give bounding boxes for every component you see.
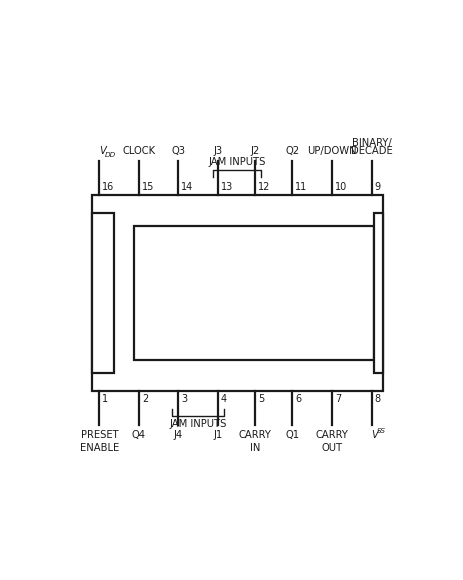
Text: 15: 15 <box>142 182 154 192</box>
Text: IN: IN <box>250 443 260 452</box>
Text: SS: SS <box>376 428 385 434</box>
Text: UP/DOWN: UP/DOWN <box>307 146 356 156</box>
Bar <box>374 212 382 374</box>
Text: J2: J2 <box>250 146 259 156</box>
Text: 2: 2 <box>142 394 148 404</box>
Text: 11: 11 <box>295 182 307 192</box>
Text: 3: 3 <box>181 394 187 404</box>
Text: CLOCK: CLOCK <box>122 146 155 156</box>
Text: CARRY: CARRY <box>315 430 348 440</box>
Text: CARRY: CARRY <box>238 430 271 440</box>
Text: 5: 5 <box>257 394 263 404</box>
Text: Q1: Q1 <box>285 430 299 440</box>
Text: 13: 13 <box>220 182 232 192</box>
Text: 16: 16 <box>102 182 114 192</box>
Text: V: V <box>99 146 106 156</box>
Text: 9: 9 <box>374 182 380 192</box>
Text: PRESET: PRESET <box>81 430 118 440</box>
Bar <box>92 212 113 374</box>
Bar <box>92 195 382 391</box>
Text: 7: 7 <box>334 394 340 404</box>
Text: OUT: OUT <box>321 443 342 452</box>
Text: BINARY/: BINARY/ <box>351 138 391 148</box>
Text: JAM INPUTS: JAM INPUTS <box>208 157 265 166</box>
Text: 6: 6 <box>295 394 301 404</box>
Text: Q2: Q2 <box>285 146 299 156</box>
Text: J1: J1 <box>213 430 222 440</box>
Text: 1: 1 <box>102 394 108 404</box>
Text: DD: DD <box>105 153 116 158</box>
Text: 14: 14 <box>181 182 193 192</box>
Text: DECADE: DECADE <box>350 146 392 156</box>
Text: 10: 10 <box>334 182 346 192</box>
Text: J3: J3 <box>213 146 222 156</box>
Text: 4: 4 <box>220 394 226 404</box>
Text: Q4: Q4 <box>131 430 145 440</box>
Text: Q3: Q3 <box>171 146 185 156</box>
Text: V: V <box>371 430 378 440</box>
Text: ENABLE: ENABLE <box>80 443 119 452</box>
Text: 8: 8 <box>374 394 380 404</box>
Text: JAM INPUTS: JAM INPUTS <box>169 419 226 429</box>
Text: J4: J4 <box>174 430 182 440</box>
Bar <box>133 226 374 360</box>
Text: 12: 12 <box>257 182 270 192</box>
